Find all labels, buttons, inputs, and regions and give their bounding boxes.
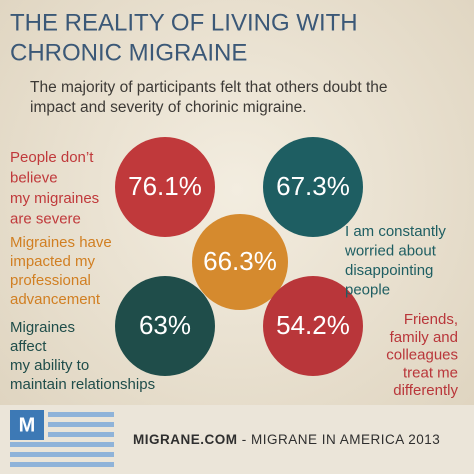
circle — [263, 137, 363, 237]
item-label: maintain relationships — [10, 376, 155, 393]
item-label: advancement — [10, 291, 101, 308]
logo — [10, 410, 114, 467]
item-label: colleagues — [386, 347, 458, 364]
site: MIGRANE.COM — [133, 432, 238, 447]
subtitle: impact and severity of chorinic migraine… — [30, 99, 307, 116]
item-label: impacted my — [10, 253, 96, 270]
item-label: people — [345, 281, 390, 298]
item-label: differently — [393, 382, 458, 399]
circle — [115, 137, 215, 237]
title: CHRONIC MIGRAINE — [10, 39, 247, 66]
item-label: my migraines — [10, 190, 99, 207]
subtitle: The majority of participants felt that o… — [30, 79, 388, 96]
item-label: People don’t — [10, 149, 94, 166]
percent: 67.3% — [276, 171, 350, 201]
circle — [192, 214, 288, 310]
item-label: are severe — [10, 210, 81, 227]
percent: 54.2% — [276, 310, 350, 340]
item-label: Migraines — [10, 319, 75, 336]
title: THE REALITY OF LIVING WITH — [10, 9, 358, 36]
labels: People don’t believe my migraines are sever… — [10, 149, 458, 399]
item-label: I am constantly — [345, 223, 446, 240]
item-label: worried about — [344, 242, 437, 259]
item-label: Migraines have — [10, 234, 112, 251]
caption: - MIGRANE IN AMERICA 2013 — [242, 432, 441, 447]
percent: 66.3% — [203, 246, 277, 276]
item-label: my ability to — [10, 357, 89, 374]
footer-text: MIGRANE.COM - MIGRANE IN AMERICA 2013 — [133, 432, 440, 447]
percent: 76.1% — [128, 171, 202, 201]
item-label: disappointing — [345, 262, 433, 279]
item-label: family and — [390, 329, 458, 346]
logo-letter: M — [19, 414, 36, 436]
item-label: affect — [10, 338, 47, 355]
circle — [115, 276, 215, 376]
circle — [263, 276, 363, 376]
item-label: treat me — [403, 364, 458, 381]
item-label: Friends, — [404, 311, 458, 328]
item-label: professional — [10, 272, 91, 289]
percent: 63% — [139, 310, 191, 340]
item-label: believe — [10, 169, 58, 186]
